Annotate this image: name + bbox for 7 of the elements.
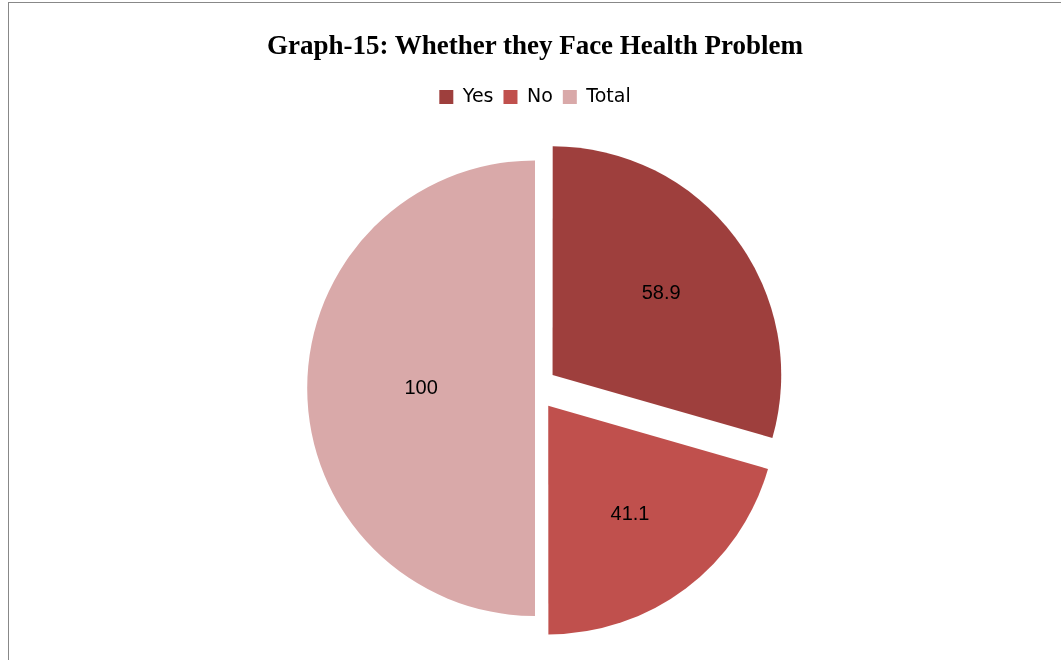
data-label: 100	[404, 375, 438, 398]
legend-label: No	[526, 83, 553, 106]
data-label: 58.9	[641, 280, 681, 303]
data-label: 41.1	[610, 501, 650, 524]
chart-title: Graph-15: Whether they Face Health Problem	[266, 30, 804, 61]
legend-label: Total	[585, 83, 631, 106]
legend-label: Yes	[461, 83, 494, 106]
